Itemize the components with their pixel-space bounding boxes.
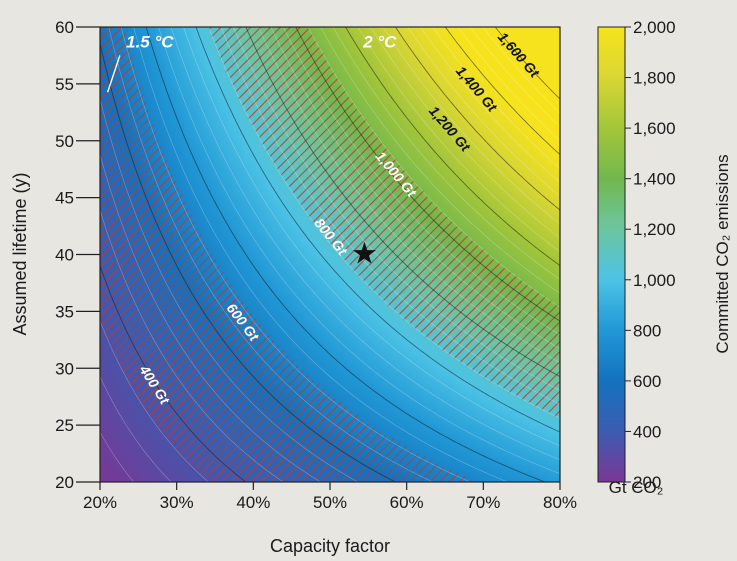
minor-contour-line — [320, 27, 560, 294]
y-tick-label: 25 — [55, 416, 74, 435]
colorbar-tick-label: 1,600 — [633, 119, 676, 138]
y-tick-label: 45 — [55, 189, 74, 208]
major-contour-line — [444, 27, 560, 155]
minor-contour-line — [100, 154, 322, 482]
y-tick-label: 20 — [55, 473, 74, 492]
x-tick-label: 60% — [390, 493, 424, 512]
x-tick-label: 50% — [313, 493, 347, 512]
major-contour-line — [145, 27, 547, 482]
colorbar-tick-label: 1,400 — [633, 170, 676, 189]
hatch-band-2c — [100, 27, 560, 482]
colorbar-tick-label: 1,800 — [633, 69, 676, 88]
colorbar-tick-label: 1,000 — [633, 271, 676, 290]
minor-contour-line — [100, 320, 209, 482]
major-contour-line — [195, 27, 560, 433]
colorbar-tick-label: 1,200 — [633, 220, 676, 239]
minor-contour-line — [407, 27, 560, 197]
x-tick-label: 80% — [543, 493, 577, 512]
region-label-0: 1.5 °C — [126, 32, 174, 51]
minor-contour-line — [220, 27, 560, 405]
minor-contour-line — [420, 27, 560, 183]
colorbar-tick-label: 600 — [633, 372, 661, 391]
minor-contour-line — [258, 27, 560, 363]
colorbar-title: Committed CO₂ emissions — [713, 154, 732, 353]
x-tick-label: 30% — [160, 493, 194, 512]
minor-contour-line — [133, 27, 509, 482]
minor-contour-line — [357, 27, 560, 252]
y-axis-ticks: 20 25 30 35 40 45 50 55 60 — [55, 18, 100, 492]
minor-contour-line — [170, 27, 560, 461]
major-contour-line — [345, 27, 560, 266]
minor-contour-line — [370, 27, 560, 239]
colorbar-tick-label: 800 — [633, 321, 661, 340]
region-label-1: 2 °C — [362, 32, 397, 51]
y-tick-label: 40 — [55, 246, 74, 265]
minor-contour-line — [100, 99, 359, 482]
colorbar-unit: Gt CO₂ — [609, 478, 664, 497]
major-contour-line — [245, 27, 560, 377]
minor-contour-line — [183, 27, 560, 447]
minor-contour-line — [100, 543, 132, 561]
minor-contour-lines — [100, 27, 560, 561]
minor-contour-line — [233, 27, 560, 391]
minor-contour-line — [208, 27, 560, 419]
major-contour-line — [295, 27, 560, 322]
y-axis-title: Assumed lifetime (y) — [10, 172, 30, 335]
minor-contour-line — [158, 27, 560, 474]
y-tick-label: 60 — [55, 18, 74, 37]
y-tick-label: 30 — [55, 359, 74, 378]
minor-contour-line — [100, 431, 135, 482]
x-tick-label: 40% — [236, 493, 270, 512]
colorbar-tick-label: 2,000 — [633, 18, 676, 37]
minor-contour-line — [100, 210, 284, 482]
minor-contour-line — [332, 27, 560, 280]
y-tick-label: 50 — [55, 132, 74, 151]
colorbar-ticks: 200 400 600 800 1,000 1,200 1,400 1,600 1,800 2,0… — [625, 18, 676, 492]
star-marker: ★ — [351, 238, 378, 271]
minor-contour-line — [469, 27, 560, 128]
major-contour-line — [100, 43, 397, 482]
major-contour-line — [100, 265, 247, 482]
x-axis-title: Capacity factor — [270, 536, 390, 556]
region-labels: 1.5 °C 2 °C — [107, 32, 397, 93]
minor-contour-line — [108, 27, 434, 482]
minor-contour-line — [307, 27, 560, 308]
region-label-leader — [107, 55, 121, 93]
minor-contour-line — [120, 27, 472, 482]
colorbar — [597, 26, 626, 483]
colorbar-tick-label: 400 — [633, 422, 661, 441]
minor-contour-line — [282, 27, 560, 336]
minor-contour-line — [100, 376, 172, 482]
x-axis-ticks: 20% 30% 40% 50% 60% 70% 80% — [83, 482, 577, 512]
major-contour-line — [394, 27, 560, 211]
colorbar-tick-label: 200 — [633, 473, 661, 492]
minor-contour-line — [432, 27, 560, 169]
x-tick-label: 20% — [83, 493, 117, 512]
minor-contour-line — [482, 27, 560, 114]
y-tick-label: 55 — [55, 75, 74, 94]
marker-layer: ★ — [351, 238, 378, 271]
minor-contour-line — [457, 27, 560, 141]
minor-contour-line — [382, 27, 560, 225]
minor-contour-line — [270, 27, 560, 350]
x-tick-label: 70% — [466, 493, 500, 512]
y-tick-label: 35 — [55, 302, 74, 321]
